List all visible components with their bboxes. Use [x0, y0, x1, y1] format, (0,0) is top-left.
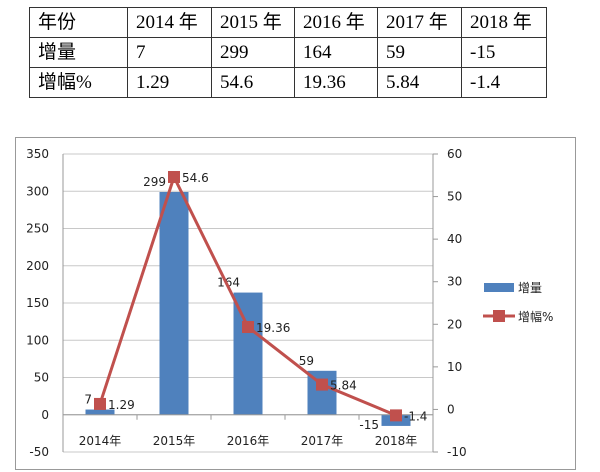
bar-data-label: -15	[359, 418, 379, 432]
bar	[233, 292, 263, 415]
right-tick-label: 20	[447, 317, 462, 331]
bar-data-label: 299	[143, 175, 166, 189]
line-data-label: 54.6	[182, 171, 209, 185]
bar-data-label: 7	[84, 393, 92, 407]
legend-marker	[493, 310, 505, 322]
right-tick-label: 60	[447, 147, 462, 161]
line-marker	[316, 378, 328, 391]
line-marker	[242, 321, 254, 334]
line-marker	[168, 170, 180, 183]
x-tick-label: 2014年	[79, 434, 122, 448]
x-tick-label: 2015年	[153, 434, 196, 448]
table-cell: 7	[127, 37, 212, 68]
left-tick-label: 250	[26, 222, 49, 236]
line-data-label: 5.84	[330, 379, 357, 393]
table-cell: 2016 年	[294, 7, 378, 38]
bar-data-label: 59	[299, 354, 314, 368]
x-tick-label: 2017年	[301, 434, 344, 448]
table-cell: 5.84	[377, 67, 462, 98]
left-tick-label: 50	[34, 371, 49, 385]
table-cell: 增量	[29, 37, 128, 68]
bar	[85, 409, 115, 415]
left-tick-label: 200	[26, 259, 49, 273]
line-data-label: 19.36	[256, 321, 290, 335]
table-cell: 19.36	[294, 67, 378, 98]
table-cell: 2014 年	[127, 7, 212, 38]
left-tick-label: 350	[26, 147, 49, 161]
line-marker	[390, 409, 402, 422]
line-data-label: 1.29	[108, 398, 135, 412]
right-tick-label: 10	[447, 360, 462, 374]
table-row: 增量 7 299 164 59 -15	[29, 37, 547, 68]
left-tick-label: -50	[29, 445, 49, 459]
table-cell: 年份	[29, 7, 128, 38]
left-tick-label: 150	[26, 296, 49, 310]
right-tick-label: 30	[447, 275, 462, 289]
left-tick-label: 300	[26, 184, 49, 198]
data-table: 年份 2014 年 2015 年 2016 年 2017 年 2018 年增量 7 299 16…	[29, 7, 547, 98]
table-cell: 2018 年	[461, 7, 547, 38]
chart-frame	[15, 137, 576, 470]
x-tick-label: 2016年	[227, 434, 270, 448]
table-cell: 54.6	[211, 67, 295, 98]
right-tick-label: 0	[447, 402, 455, 416]
x-tick-label: 2018年	[375, 434, 418, 448]
legend-label: 增幅%	[518, 309, 553, 324]
table-cell: 164	[294, 37, 378, 68]
line-marker	[94, 397, 106, 410]
right-tick-label: -10	[447, 445, 467, 459]
table-cell: 增幅%	[29, 67, 128, 98]
table-header-row: 年份 2014 年 2015 年 2016 年 2017 年 2018 年	[29, 7, 547, 38]
legend-label: 增量	[518, 281, 542, 295]
table-cell: -1.4	[461, 67, 547, 98]
right-tick-label: 40	[447, 232, 462, 246]
line-data-label: -1.4	[404, 409, 427, 423]
table-cell: 1.29	[127, 67, 212, 98]
table-row: 增幅% 1.29 54.6 19.36 5.84 -1.4	[29, 67, 547, 98]
bar	[159, 191, 189, 415]
right-tick-label: 50	[447, 190, 462, 204]
left-tick-label: 0	[41, 408, 49, 422]
legend-bar-swatch	[484, 283, 514, 292]
left-tick-label: 100	[26, 333, 49, 347]
